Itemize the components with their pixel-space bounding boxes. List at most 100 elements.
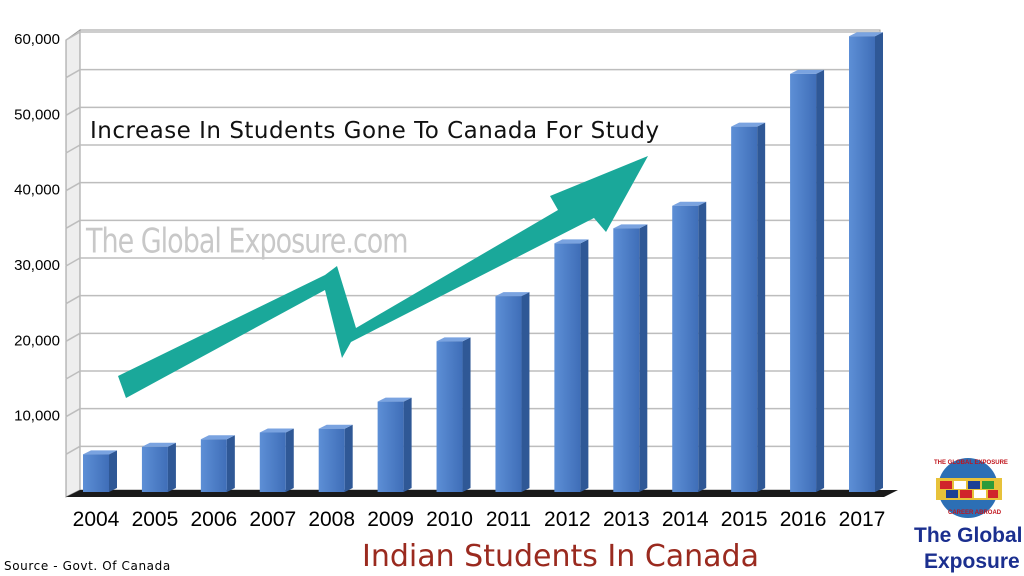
gridline	[65, 144, 81, 154]
bar-top	[672, 201, 707, 206]
x-tick-label: 2015	[721, 508, 768, 531]
bar-top	[259, 428, 294, 433]
brand-logo: THE GLOBAL EXPOSURE CAREER ABROAD The Gl…	[914, 458, 1023, 573]
bar-side	[580, 239, 589, 492]
bar-2005	[141, 442, 176, 492]
chart-title: Increase In Students Gone To Canada For …	[90, 118, 660, 144]
x-tick-label: 2013	[603, 508, 650, 531]
gridline	[65, 219, 81, 229]
gridline	[65, 370, 81, 380]
bar-front	[613, 228, 640, 493]
flag-icon	[954, 481, 966, 489]
bar-top	[318, 424, 353, 429]
flag-icon	[988, 490, 998, 498]
bar-top	[200, 435, 235, 440]
gridline	[65, 257, 81, 267]
bar-front	[672, 205, 699, 492]
bar-top	[141, 442, 176, 447]
bar-2004	[83, 450, 117, 492]
y-tick-label: 50,000	[14, 106, 60, 123]
bar-top	[495, 292, 530, 297]
plot-left-wall	[65, 29, 81, 498]
bar-2017	[849, 32, 883, 492]
bar-top	[790, 69, 825, 74]
flag-icon	[974, 490, 986, 498]
bar-side	[344, 424, 353, 492]
brand-name-line2: Exposure	[924, 550, 1020, 573]
x-tick-label: 2006	[190, 508, 237, 531]
bars	[83, 32, 883, 493]
plot-floor	[66, 490, 898, 497]
trend-arrow-icon	[118, 156, 648, 398]
x-tick-label: 2010	[426, 508, 473, 531]
bar-front	[436, 341, 463, 492]
bar-front	[141, 446, 168, 492]
x-tick-label: 2017	[839, 508, 886, 531]
bar-side	[226, 435, 235, 492]
bar-side	[875, 32, 883, 492]
bar-top	[554, 239, 589, 244]
bar-side	[285, 428, 294, 492]
bar-2006	[200, 435, 235, 492]
bar-side	[462, 337, 471, 492]
bar-side	[521, 292, 530, 492]
bar-front	[83, 454, 109, 492]
x-tick-label: 2005	[132, 508, 179, 531]
bar-2012	[554, 239, 589, 492]
gridline	[65, 295, 81, 305]
y-tick-label: 30,000	[14, 257, 60, 274]
x-tick-label: 2011	[486, 508, 531, 531]
bar-side	[816, 69, 825, 493]
x-axis-ticks: 2004 2005 2006 2007 2008 2009 2010 2011 2012 2013…	[73, 508, 886, 531]
flag-icon	[940, 481, 952, 489]
logo-ring-bottom: CAREER ABROAD	[948, 510, 1002, 516]
x-axis-label: Indian Students In Canada	[362, 539, 759, 574]
bar-2013	[613, 224, 648, 493]
bar-side	[639, 224, 648, 493]
y-tick-label: 60,000	[14, 31, 60, 48]
bar-2007	[259, 428, 294, 492]
bar-2015	[731, 122, 766, 492]
gridline	[65, 182, 81, 192]
bar-2014	[672, 201, 707, 492]
flag-icon	[946, 490, 958, 498]
bar-2010	[436, 337, 471, 492]
x-tick-label: 2004	[73, 508, 120, 531]
bar-top	[377, 397, 412, 402]
bar-top	[436, 337, 471, 342]
bar-side	[698, 201, 707, 492]
y-tick-label: 20,000	[14, 332, 60, 349]
bar-front	[849, 36, 875, 492]
watermark-text: The Global Exposure.com	[85, 223, 407, 262]
bar-2016	[790, 69, 825, 493]
y-axis-ticks: 10,000 20,000 30,000 40,000 50,000 60,000	[14, 31, 60, 425]
bar-front	[259, 432, 286, 492]
bar-top	[849, 32, 883, 37]
bar-front	[377, 401, 404, 492]
gridline	[65, 69, 81, 79]
bar-2009	[377, 397, 412, 492]
bar-front	[554, 243, 581, 492]
bar-top	[613, 224, 648, 229]
x-tick-label: 2009	[367, 508, 414, 531]
flag-icon	[968, 481, 980, 489]
logo-ring-top: THE GLOBAL EXPOSURE	[934, 460, 1008, 466]
x-tick-label: 2016	[780, 508, 827, 531]
bar-side	[109, 450, 117, 492]
bar-2008	[318, 424, 353, 492]
x-tick-label: 2012	[544, 508, 591, 531]
gridline	[65, 332, 81, 342]
y-tick-label: 10,000	[14, 408, 60, 425]
bar-2011	[495, 292, 530, 492]
y-tick-label: 40,000	[14, 182, 60, 199]
flag-icon	[982, 481, 994, 489]
gridline	[65, 31, 81, 41]
gridline	[65, 408, 81, 418]
bar-side	[403, 397, 412, 492]
bar-front	[790, 73, 817, 493]
x-tick-label: 2008	[308, 508, 355, 531]
bar-front	[495, 296, 522, 492]
bar-front	[731, 126, 758, 492]
x-tick-label: 2007	[249, 508, 296, 531]
brand-name-line1: The Global	[914, 524, 1023, 547]
